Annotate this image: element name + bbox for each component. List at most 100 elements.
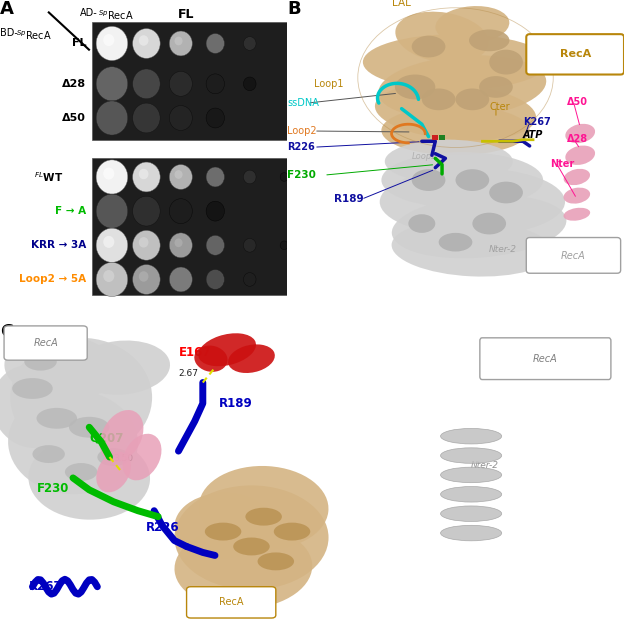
Circle shape: [243, 37, 256, 50]
Circle shape: [206, 270, 225, 289]
Ellipse shape: [479, 76, 513, 97]
Text: K267: K267: [29, 580, 62, 593]
Text: Δ50: Δ50: [62, 113, 86, 123]
Ellipse shape: [245, 508, 282, 525]
Ellipse shape: [563, 188, 590, 204]
Text: RecA: RecA: [560, 49, 591, 60]
Circle shape: [243, 238, 256, 252]
Ellipse shape: [441, 506, 502, 522]
Ellipse shape: [439, 233, 472, 252]
FancyBboxPatch shape: [526, 34, 624, 75]
Ellipse shape: [100, 410, 144, 463]
Text: Loop1: Loop1: [314, 79, 343, 89]
Circle shape: [103, 34, 114, 46]
Circle shape: [169, 106, 192, 130]
Ellipse shape: [385, 140, 513, 183]
Ellipse shape: [469, 30, 509, 51]
Ellipse shape: [74, 340, 170, 395]
Circle shape: [206, 235, 225, 255]
Ellipse shape: [29, 436, 150, 520]
Circle shape: [169, 71, 192, 96]
FancyBboxPatch shape: [4, 326, 87, 360]
Circle shape: [169, 31, 192, 56]
Text: KRR → 3A: KRR → 3A: [31, 240, 86, 250]
FancyBboxPatch shape: [526, 238, 621, 273]
Ellipse shape: [10, 338, 152, 457]
Ellipse shape: [12, 378, 52, 399]
Text: C: C: [0, 323, 13, 341]
Text: Δ28: Δ28: [62, 79, 86, 89]
Ellipse shape: [0, 365, 73, 448]
Text: RecA: RecA: [219, 597, 243, 607]
Text: Δ28: Δ28: [567, 134, 588, 144]
Ellipse shape: [422, 89, 456, 111]
Circle shape: [243, 170, 256, 184]
Text: K267: K267: [523, 117, 550, 127]
Circle shape: [96, 194, 128, 228]
Ellipse shape: [65, 463, 97, 481]
Ellipse shape: [69, 417, 110, 438]
Circle shape: [169, 165, 192, 189]
Text: Cter: Cter: [489, 101, 510, 112]
Text: Q207: Q207: [89, 431, 124, 444]
Ellipse shape: [198, 333, 256, 366]
Circle shape: [175, 238, 183, 247]
Circle shape: [206, 167, 225, 187]
Text: FL: FL: [178, 8, 195, 20]
Circle shape: [96, 228, 128, 262]
Text: RecA: RecA: [533, 354, 558, 364]
Circle shape: [133, 103, 160, 133]
FancyBboxPatch shape: [480, 338, 611, 379]
Ellipse shape: [194, 345, 228, 372]
Ellipse shape: [4, 335, 117, 401]
Circle shape: [96, 262, 128, 296]
Circle shape: [133, 230, 160, 260]
Circle shape: [169, 267, 192, 292]
Text: RecA: RecA: [561, 251, 586, 261]
Ellipse shape: [363, 34, 548, 90]
Ellipse shape: [489, 50, 523, 75]
Circle shape: [243, 77, 256, 91]
Ellipse shape: [274, 523, 310, 540]
Bar: [92, 158, 287, 295]
Ellipse shape: [24, 353, 57, 371]
Ellipse shape: [228, 345, 275, 373]
Bar: [432, 135, 438, 140]
Text: BD-: BD-: [0, 28, 18, 38]
Ellipse shape: [436, 6, 509, 43]
Text: Nter: Nter: [550, 158, 574, 169]
Ellipse shape: [378, 55, 546, 119]
Circle shape: [96, 101, 128, 135]
Ellipse shape: [96, 451, 131, 492]
Ellipse shape: [441, 467, 502, 483]
Circle shape: [139, 237, 149, 248]
Ellipse shape: [412, 35, 446, 58]
Circle shape: [206, 34, 225, 53]
Text: F230: F230: [36, 482, 69, 495]
Circle shape: [206, 74, 225, 94]
Circle shape: [96, 160, 128, 194]
Circle shape: [206, 201, 225, 221]
Ellipse shape: [97, 448, 130, 466]
Text: A: A: [0, 0, 14, 18]
Circle shape: [133, 196, 160, 226]
Ellipse shape: [395, 75, 436, 99]
Circle shape: [103, 270, 114, 282]
Text: 3.50: 3.50: [114, 454, 134, 463]
Ellipse shape: [233, 538, 270, 555]
Circle shape: [139, 169, 149, 179]
Text: Nter-2: Nter-2: [471, 461, 499, 471]
Ellipse shape: [396, 12, 489, 63]
Text: F → A: F → A: [55, 206, 86, 216]
Ellipse shape: [381, 152, 543, 208]
Ellipse shape: [392, 220, 553, 276]
Ellipse shape: [563, 169, 590, 185]
Circle shape: [280, 241, 288, 250]
Ellipse shape: [381, 106, 530, 155]
Ellipse shape: [175, 486, 328, 590]
Ellipse shape: [379, 168, 565, 236]
Text: R226: R226: [146, 520, 180, 533]
Bar: [92, 22, 287, 140]
Text: ATP: ATP: [523, 130, 544, 140]
Ellipse shape: [8, 390, 138, 494]
